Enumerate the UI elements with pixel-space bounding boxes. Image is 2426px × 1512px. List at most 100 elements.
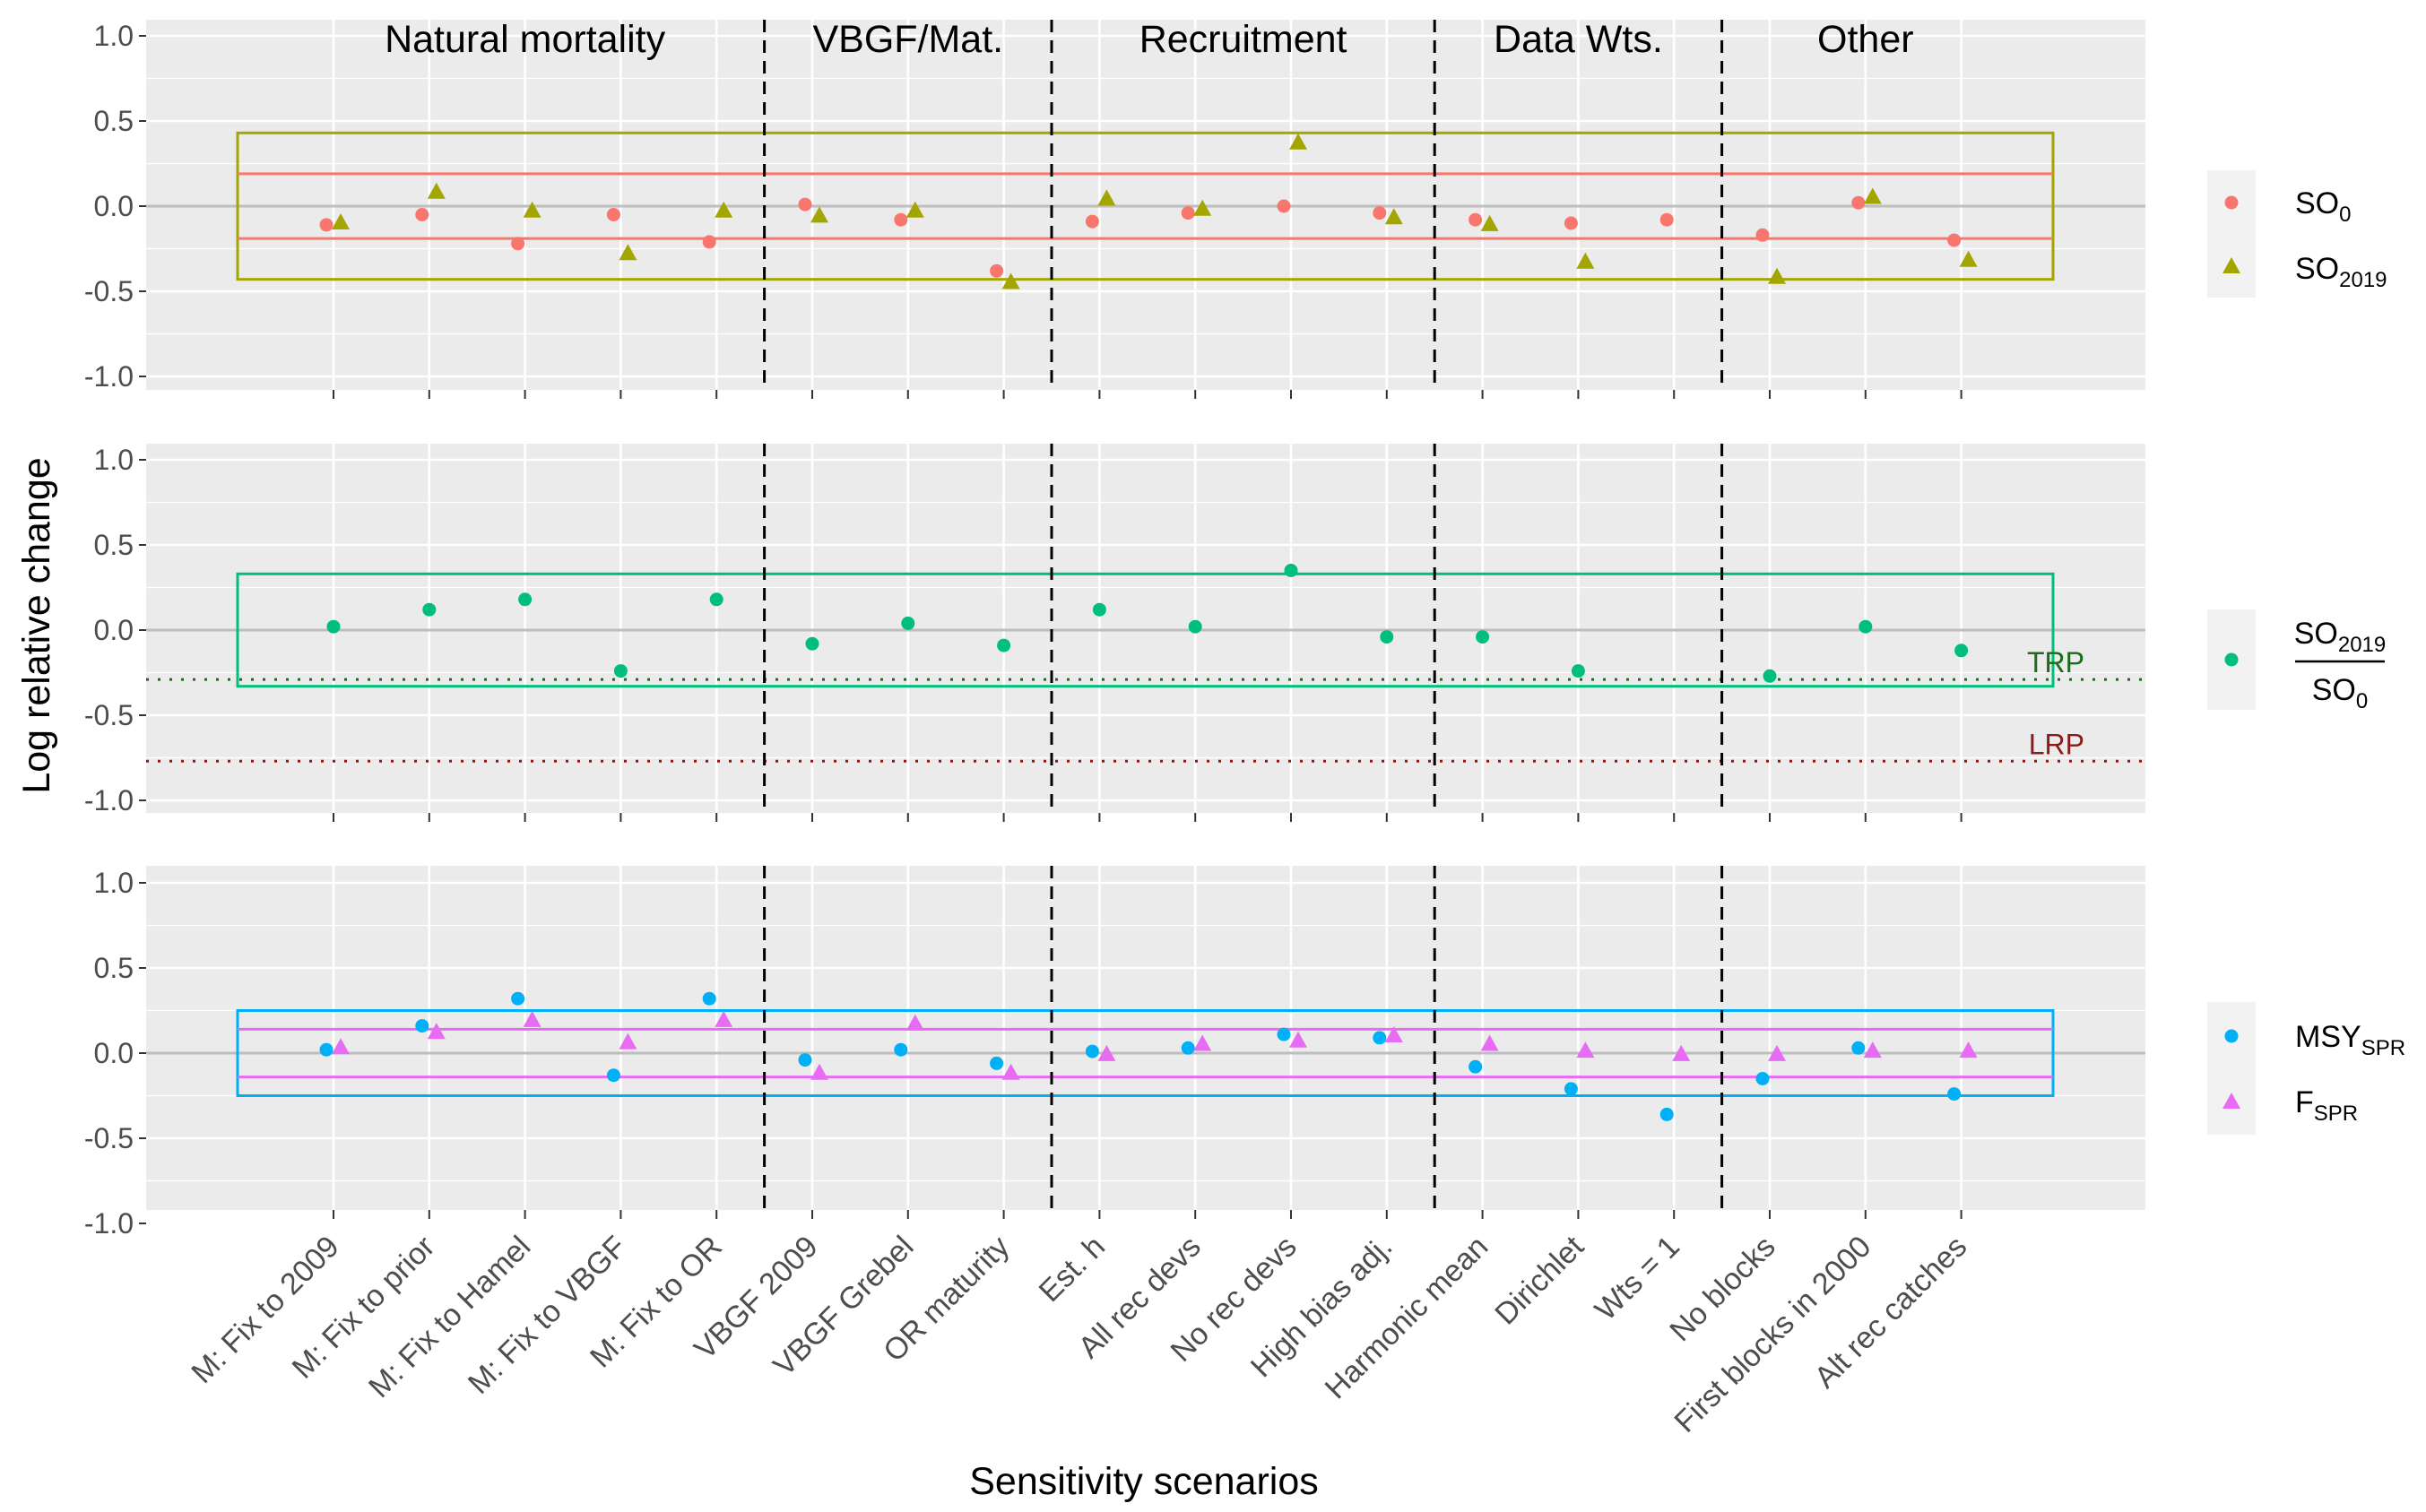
panel-2: -1.0 -0.5 0.0 0.5 1.0 TRP LRP (84, 444, 2145, 816)
data-point-circle (1755, 228, 1770, 242)
y-tick-label: -1.0 (84, 1207, 134, 1240)
y-tick-label: 0.5 (94, 529, 134, 561)
data-point-triangle (427, 1023, 446, 1040)
data-point-circle (1469, 212, 1483, 227)
data-point-circle (997, 638, 1011, 652)
data-point-circle (709, 592, 723, 607)
data-point-triangle (715, 201, 733, 218)
y-tick-label: -1.0 (84, 360, 134, 393)
data-point-circle (1277, 1027, 1291, 1041)
data-point-circle (319, 1042, 334, 1057)
panel-background (146, 866, 2145, 1210)
data-point-circle (1188, 619, 1202, 634)
data-point-triangle (523, 201, 542, 218)
data-point-circle (1851, 195, 1866, 210)
x-tick-label: Harmonic mean (1319, 1230, 1495, 1406)
legend-panel-3: MSYSPR FSPR (2207, 1002, 2405, 1135)
data-point-triangle (1193, 199, 1212, 216)
data-point-circle (1571, 664, 1585, 678)
reference-line-label: LRP (2029, 728, 2084, 760)
data-point-circle (901, 616, 915, 630)
data-point-triangle (1289, 133, 1307, 150)
data-point-triangle (1289, 1031, 1307, 1048)
data-point-triangle (1001, 272, 1020, 289)
data-point-circle (990, 264, 1004, 278)
legend-label-denominator: SO0 (2312, 673, 2368, 713)
uncertainty-band (236, 131, 2055, 281)
data-point-circle (1373, 1031, 1387, 1045)
data-point-circle (1476, 630, 1490, 644)
data-point-circle (702, 235, 716, 249)
x-axis-title: Sensitivity scenarios (969, 1460, 1319, 1503)
uncertainty-band (236, 572, 2055, 688)
data-point-circle (319, 218, 334, 232)
data-point-circle (1851, 1041, 1866, 1055)
data-point-circle (798, 1053, 812, 1067)
data-point-triangle (1863, 187, 1882, 204)
data-point-triangle (810, 206, 828, 223)
data-point-triangle (1576, 252, 1595, 269)
data-point-triangle (1576, 1041, 1595, 1058)
data-point-circle (1659, 1107, 1674, 1121)
legend-label: FSPR (2295, 1085, 2358, 1126)
x-tick-label: Est. h (1033, 1230, 1112, 1309)
data-point-triangle (332, 1038, 350, 1055)
data-point-triangle (523, 1010, 542, 1027)
legend-key-circle (2224, 652, 2239, 667)
data-point-triangle (1097, 189, 1116, 206)
data-point-circle (1181, 1041, 1195, 1055)
data-point-circle (606, 208, 620, 221)
data-point-triangle (905, 201, 924, 218)
x-tick-label: Wts = 1 (1589, 1230, 1686, 1327)
data-point-circle (1092, 602, 1106, 617)
legend-panel-1: SO0 SO2019 (2207, 170, 2387, 298)
data-point-triangle (1768, 1044, 1786, 1061)
data-point-triangle (427, 182, 446, 199)
data-point-circle (511, 237, 525, 251)
group-label: VBGF/Mat. (812, 18, 1003, 61)
legend-key-triangle (2222, 1093, 2240, 1109)
data-point-circle (798, 197, 812, 212)
data-point-circle (1085, 214, 1099, 229)
data-point-triangle (1384, 208, 1403, 225)
panel-1: -1.0 -0.5 0.0 0.5 1.0 Natural mortality VBGF/M… (84, 18, 2145, 393)
data-point-triangle (619, 1032, 637, 1050)
data-point-circle (1947, 233, 1962, 247)
y-tick-label: 0.0 (94, 614, 134, 646)
legend-label: SO0 (2295, 186, 2351, 227)
legend-panel-2: SO2019 SO0 (2207, 609, 2386, 713)
group-label: Other (1817, 18, 1914, 61)
y-tick-label: -1.0 (84, 784, 134, 816)
legend-label-numerator: SO2019 (2294, 617, 2387, 657)
data-point-triangle (1768, 267, 1786, 284)
data-point-triangle (1480, 1034, 1499, 1051)
data-point-circle (894, 1042, 908, 1057)
data-point-triangle (1480, 214, 1499, 231)
legends: SO0 SO2019 SO2019 SO0 MSYSPR FSPR (2207, 170, 2405, 1135)
data-point-circle (1284, 564, 1298, 577)
group-label: Data Wts. (1494, 18, 1663, 61)
reference-line-label: TRP (2027, 646, 2084, 678)
data-point-circle (518, 592, 533, 607)
x-tick-label: M: Fix to Hamel (362, 1230, 537, 1404)
y-tick-label: 0.0 (94, 190, 134, 222)
data-point-circle (613, 664, 628, 678)
group-label: Natural mortality (385, 18, 666, 61)
data-point-circle (1564, 1082, 1578, 1096)
data-point-circle (1373, 206, 1387, 220)
data-point-circle (606, 1068, 620, 1083)
data-point-circle (415, 208, 429, 221)
data-point-circle (1469, 1059, 1483, 1074)
chart-panels: -1.0 -0.5 0.0 0.5 1.0 Natural mortality VBGF/M… (84, 18, 2145, 1240)
data-point-circle (1564, 216, 1578, 230)
y-tick-label: 1.0 (94, 867, 134, 899)
data-point-triangle (1672, 1044, 1691, 1061)
data-point-circle (1085, 1044, 1099, 1058)
y-axis-title: Log relative change (15, 457, 58, 793)
panel-3: -1.0 -0.5 0.0 0.5 1.0 (84, 866, 2145, 1240)
y-tick-label: -0.5 (84, 699, 134, 731)
data-point-triangle (905, 1014, 924, 1031)
data-point-triangle (810, 1063, 828, 1080)
panel-background (146, 444, 2145, 813)
